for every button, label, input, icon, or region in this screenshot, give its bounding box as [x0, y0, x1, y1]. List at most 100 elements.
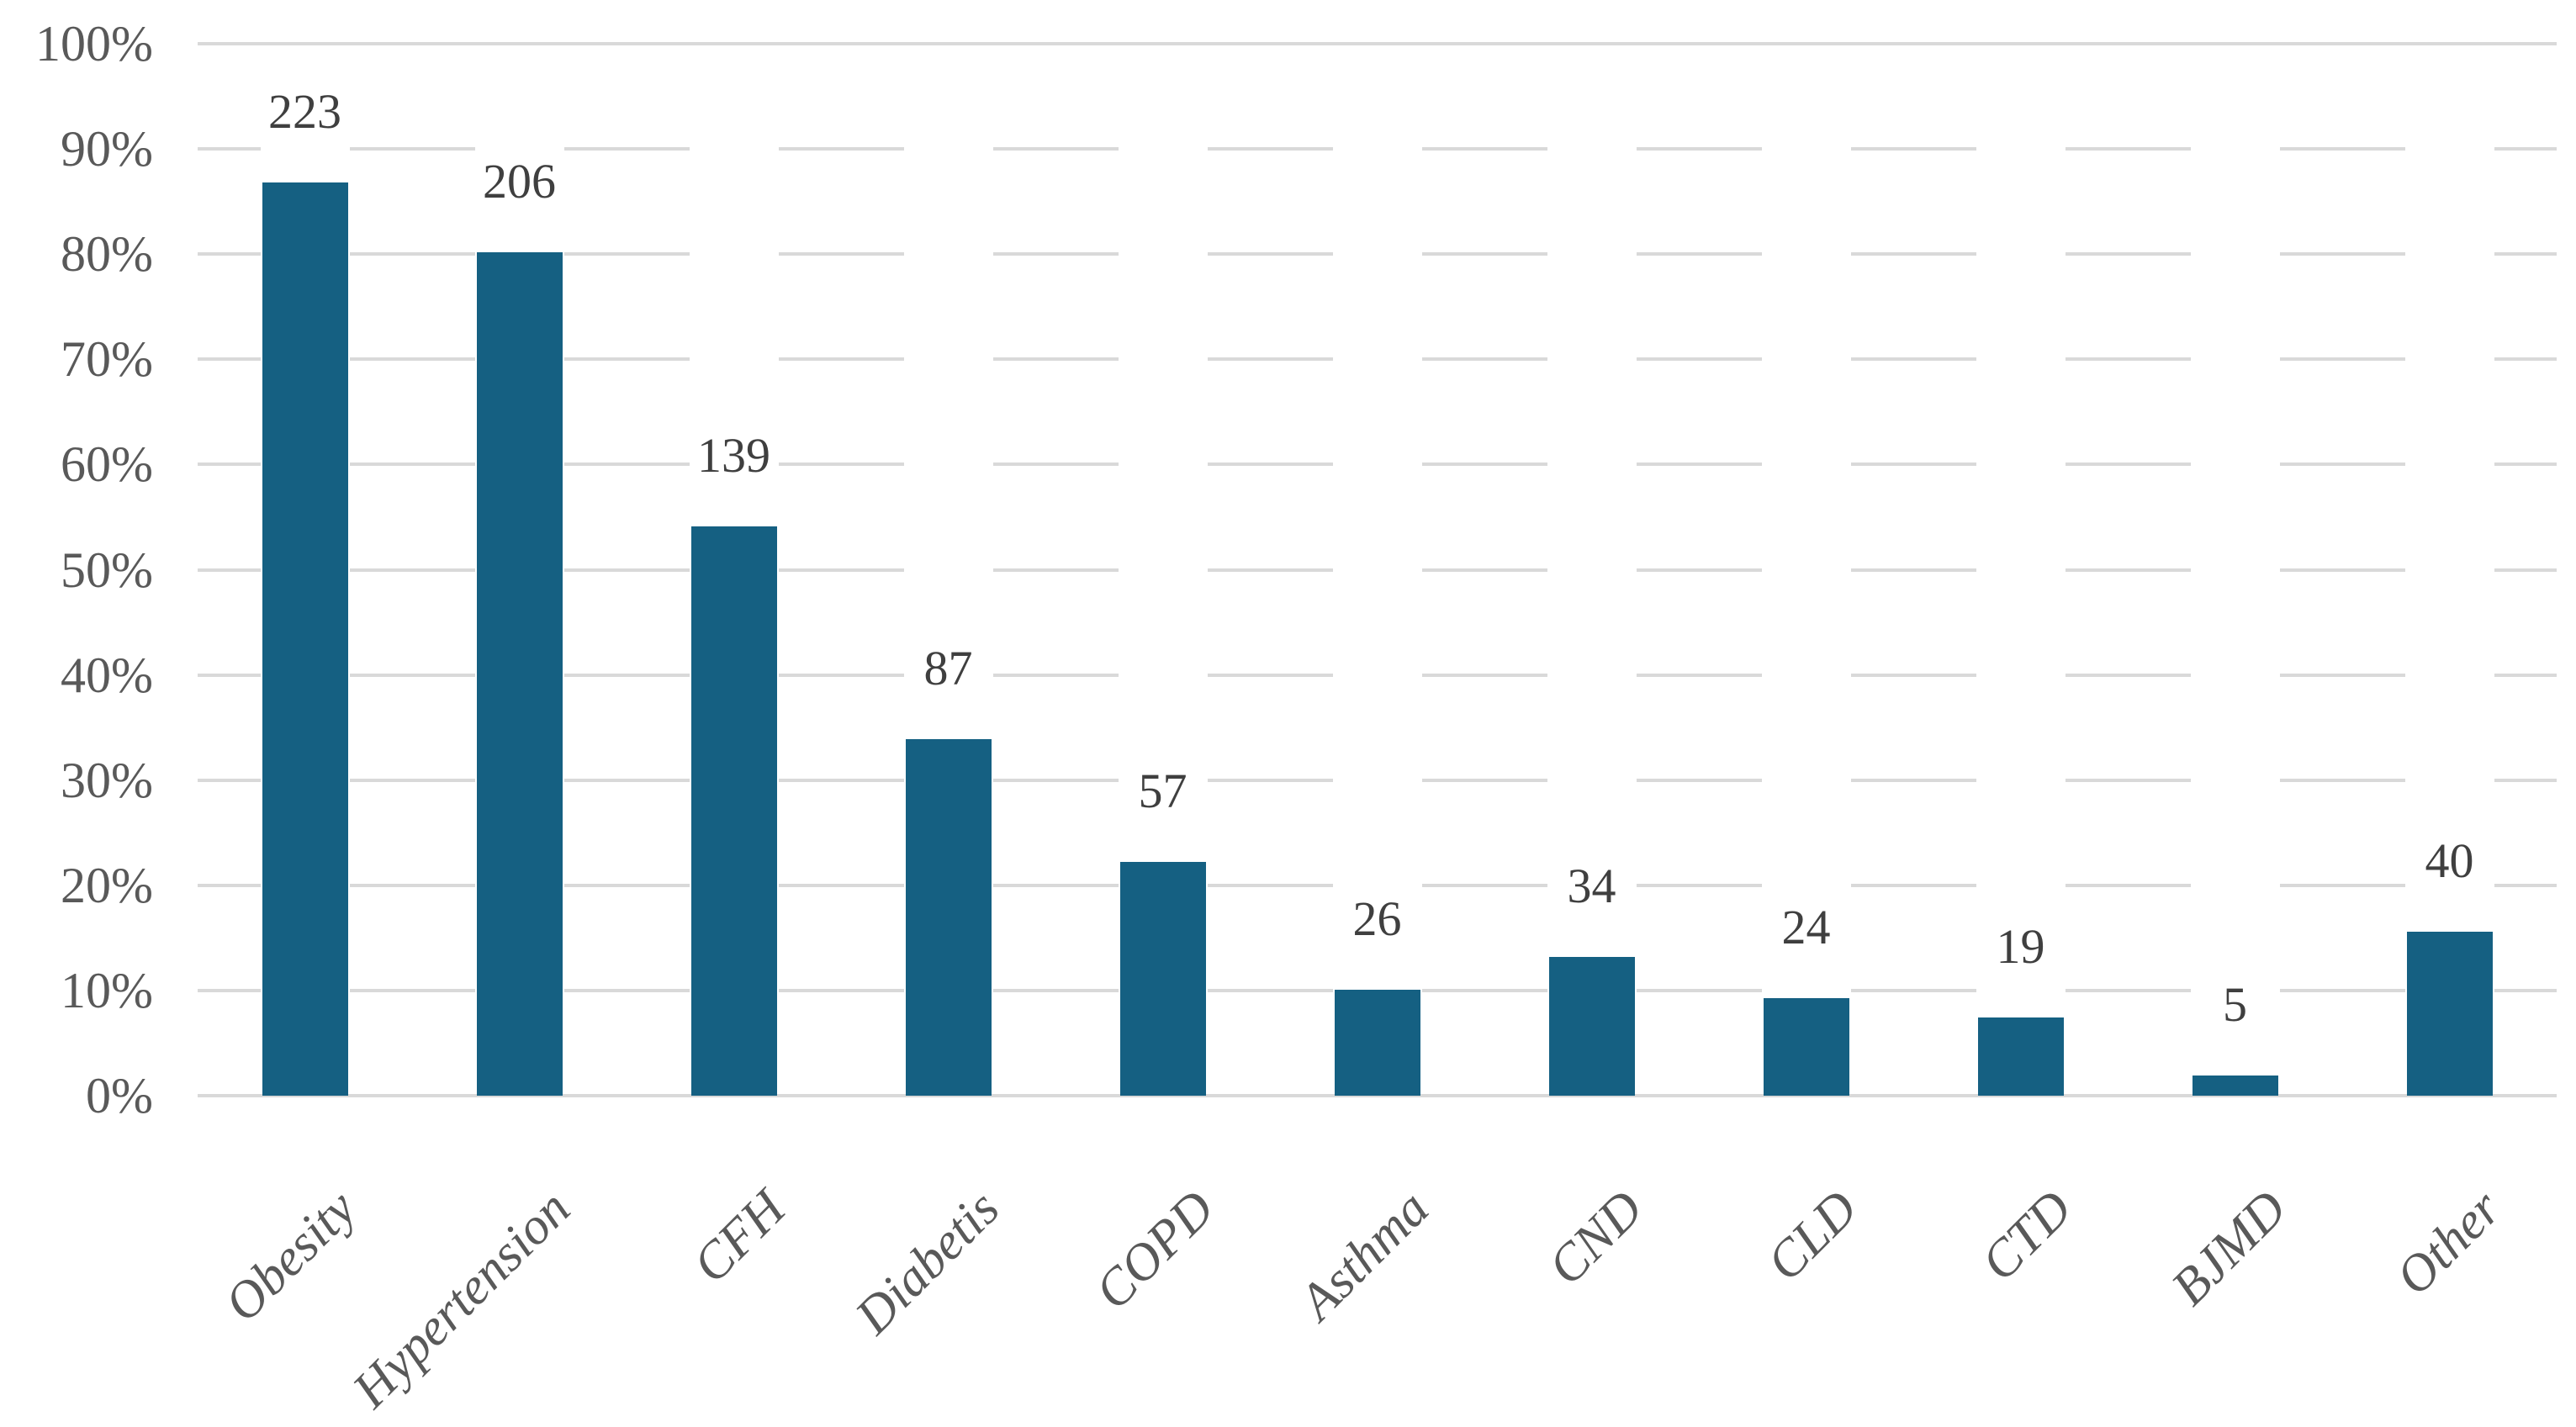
gridline-70 — [2065, 357, 2191, 362]
value-label-cld: 24 — [1781, 899, 1831, 954]
gridline-60 — [563, 462, 690, 467]
gridline-90 — [2279, 147, 2405, 151]
x-axis-label-other: Other — [2385, 1179, 2512, 1307]
value-label-obesity: 223 — [268, 84, 341, 140]
gridline-30 — [1850, 778, 1976, 782]
y-axis-label-100: 100% — [35, 16, 153, 71]
gridline-30 — [2494, 778, 2557, 782]
gridline-10 — [778, 988, 904, 992]
gridline-10 — [2279, 988, 2405, 992]
gridline-10 — [2065, 988, 2191, 992]
value-label-hypertension: 206 — [483, 153, 556, 209]
gridline-50 — [198, 568, 261, 572]
gridline-90 — [198, 147, 261, 151]
gridline-80 — [2279, 252, 2405, 256]
gridline-20 — [992, 883, 1119, 887]
y-axis-label-30: 30% — [61, 752, 153, 808]
gridline-70 — [2279, 357, 2405, 362]
gridline-80 — [563, 252, 690, 256]
gridline-80 — [349, 252, 475, 256]
y-axis-label-20: 20% — [61, 857, 153, 913]
gridline-20 — [2065, 883, 2191, 887]
gridline-40 — [1850, 673, 1976, 677]
gridline-80 — [992, 252, 1119, 256]
gridline-70 — [198, 357, 261, 362]
x-axis-label-hypertension: Hypertension — [342, 1179, 582, 1419]
gridline-90 — [2065, 147, 2191, 151]
gridline-40 — [2494, 673, 2557, 677]
gridline-50 — [1850, 568, 1976, 572]
gridline-80 — [1207, 252, 1333, 256]
x-axis-label-asthma: Asthma — [1288, 1179, 1440, 1331]
gridline-50 — [1207, 568, 1333, 572]
gridline-90 — [1636, 147, 1762, 151]
gridline-30 — [349, 778, 475, 782]
gridline-20 — [1207, 883, 1333, 887]
x-axis-label-ctd: CTD — [1970, 1179, 2083, 1292]
gridline-90 — [2494, 147, 2557, 151]
value-label-bjmd: 5 — [2223, 977, 2247, 1033]
gridline-30 — [198, 778, 261, 782]
gridline-40 — [349, 673, 475, 677]
gridline-50 — [778, 568, 904, 572]
gridline-10 — [1421, 988, 1547, 992]
gridline-40 — [1421, 673, 1547, 677]
gridline-60 — [349, 462, 475, 467]
gridline-50 — [349, 568, 475, 572]
x-axis-label-obesity: Obesity — [214, 1179, 368, 1333]
y-axis-label-0: 0% — [86, 1068, 153, 1123]
gridline-60 — [1207, 462, 1333, 467]
gridline-20 — [1421, 883, 1547, 887]
y-axis-label-60: 60% — [61, 436, 153, 493]
gridline-70 — [778, 357, 904, 362]
gridline-40 — [778, 673, 904, 677]
value-label-cnd: 34 — [1567, 858, 1616, 913]
gridline-80 — [2494, 252, 2557, 256]
bar-other — [2406, 931, 2493, 1096]
gridline-40 — [1636, 673, 1762, 677]
gridline-30 — [2065, 778, 2191, 782]
gridline-50 — [2279, 568, 2405, 572]
gridline-70 — [2494, 357, 2557, 362]
bar-diabetis — [905, 738, 992, 1096]
gridline-40 — [2065, 673, 2191, 677]
gridline-10 — [198, 988, 261, 992]
gridline-20 — [1850, 883, 1976, 887]
gridline-70 — [1421, 357, 1547, 362]
gridline-50 — [992, 568, 1119, 572]
gridline-30 — [992, 778, 1119, 782]
gridline-80 — [2065, 252, 2191, 256]
value-label-other: 40 — [2425, 832, 2474, 888]
gridline-10 — [1207, 988, 1333, 992]
bar-cnd — [1548, 956, 1635, 1096]
gridline-70 — [1850, 357, 1976, 362]
value-label-cfh: 139 — [697, 428, 770, 484]
gridline-10 — [563, 988, 690, 992]
y-axis-label-40: 40% — [61, 647, 153, 703]
gridline-10 — [1636, 988, 1762, 992]
gridline-30 — [1207, 778, 1333, 782]
gridline-90 — [349, 147, 475, 151]
bar-bjmd — [2192, 1076, 2278, 1096]
x-axis-label-bjmd: BJMD — [2160, 1179, 2298, 1317]
gridline-70 — [1207, 357, 1333, 362]
bar-cfh — [690, 526, 777, 1096]
value-label-ctd: 19 — [1996, 919, 2045, 975]
gridline-90 — [1207, 147, 1333, 151]
y-axis-label-10: 10% — [61, 962, 153, 1018]
gridline-20 — [1636, 883, 1762, 887]
gridline-40 — [1207, 673, 1333, 677]
gridline-0 — [198, 1094, 2557, 1097]
gridline-20 — [198, 883, 261, 887]
gridline-30 — [1636, 778, 1762, 782]
x-axis-label-cnd: CND — [1537, 1179, 1654, 1297]
x-axis-label-cld: CLD — [1756, 1179, 1869, 1292]
gridline-80 — [1850, 252, 1976, 256]
y-axis-label-70: 70% — [61, 331, 153, 388]
gridline-60 — [1636, 462, 1762, 467]
gridline-50 — [563, 568, 690, 572]
gridline-90 — [563, 147, 690, 151]
gridline-80 — [198, 252, 261, 256]
gridline-40 — [563, 673, 690, 677]
